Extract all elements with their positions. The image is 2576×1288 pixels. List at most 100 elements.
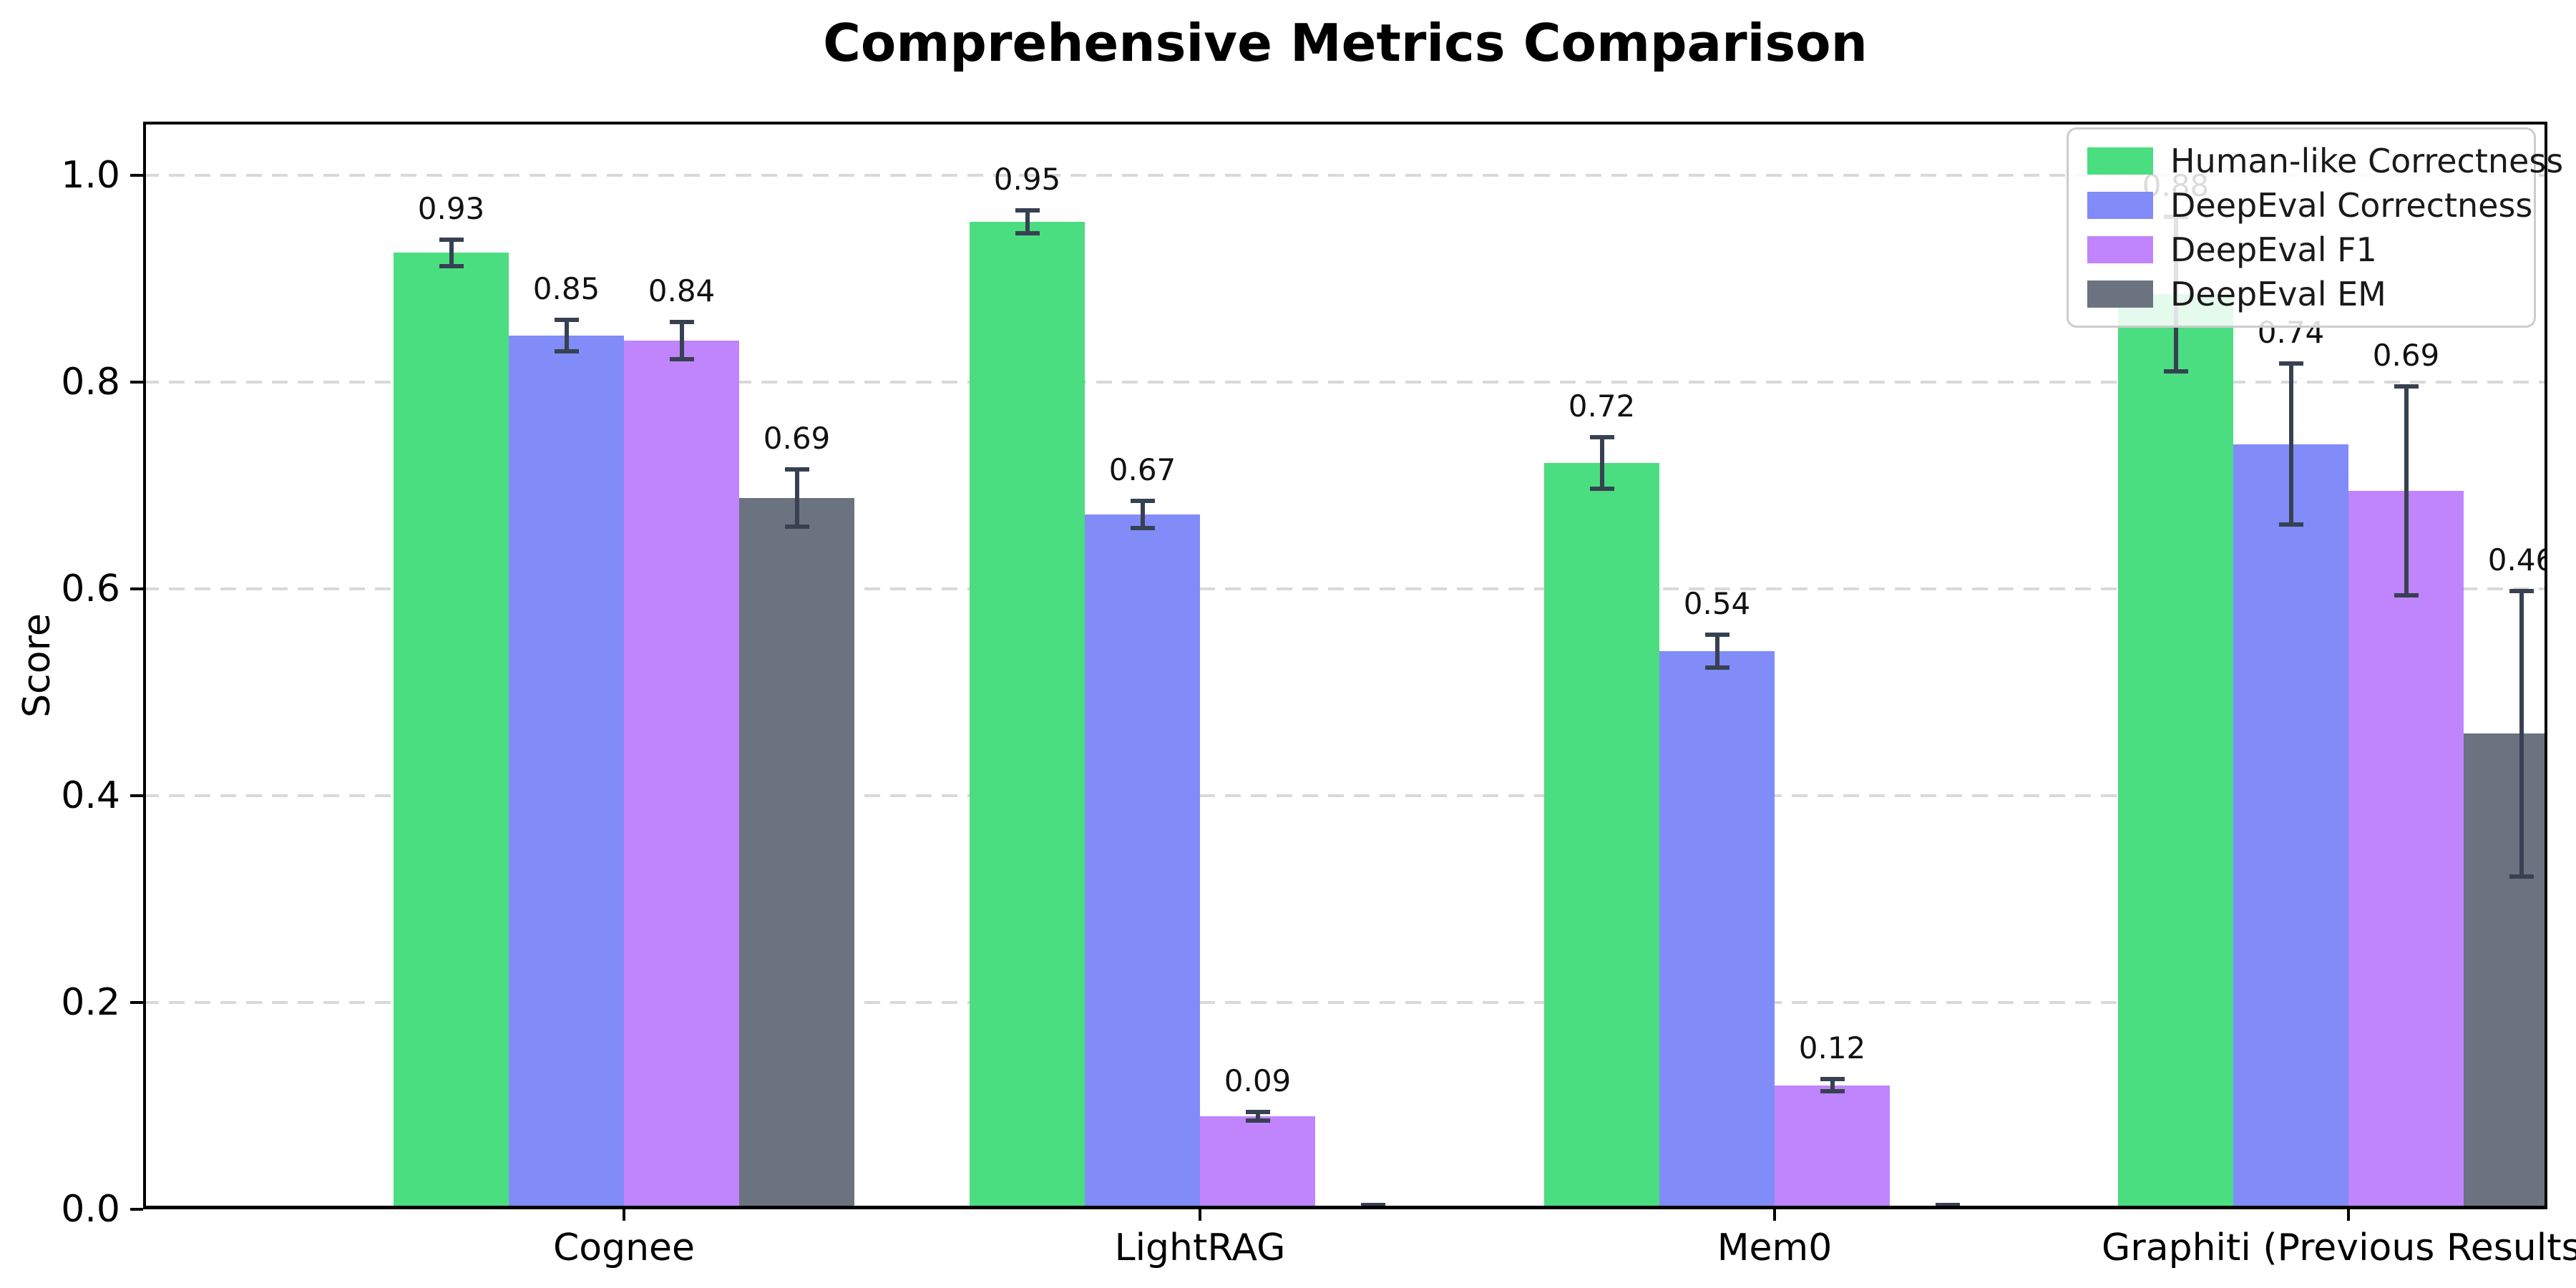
bar — [624, 341, 739, 1209]
error-bar-cap-top — [2278, 361, 2303, 366]
error-bar-line — [794, 467, 799, 530]
error-bar-line — [1599, 434, 1604, 491]
error-bar-line — [2288, 361, 2293, 527]
error-bar — [2509, 589, 2534, 879]
plot-spine-top — [143, 122, 2547, 125]
bar-value-label: 0.93 — [417, 190, 485, 226]
plot-spine-bottom — [143, 1206, 2547, 1209]
error-bar — [1130, 499, 1155, 530]
error-bar-cap-top — [2394, 384, 2419, 389]
bar — [394, 253, 509, 1209]
error-bar — [1820, 1077, 1845, 1094]
error-bar-cap-bottom — [2509, 874, 2534, 879]
y-tick-label: 1.0 — [61, 154, 120, 197]
gridline — [143, 587, 2547, 590]
legend-label: Human-like Correctness — [2170, 142, 2564, 180]
error-bar — [554, 318, 579, 353]
bar — [739, 497, 854, 1209]
bar — [1775, 1085, 1890, 1209]
x-tick-label: LightRAG — [1114, 1226, 1286, 1269]
x-tick-mark — [1773, 1209, 1776, 1221]
deepeval-correctness-swatch — [2087, 192, 2153, 219]
error-bar-line — [1140, 499, 1145, 530]
error-bar-cap-bottom — [1704, 665, 1729, 670]
error-bar-line — [2404, 384, 2409, 597]
bar — [1085, 514, 1200, 1209]
deepeval-em-swatch — [2087, 280, 2153, 308]
y-tick-mark — [130, 794, 143, 797]
error-bar — [1245, 1110, 1270, 1123]
x-tick-mark — [1199, 1209, 1201, 1221]
bar — [2118, 294, 2233, 1209]
gridline — [143, 794, 2547, 797]
error-bar-cap-top — [1935, 1203, 1960, 1208]
y-tick-label: 0.6 — [61, 567, 120, 610]
error-bar-line — [564, 318, 569, 353]
error-bar-line — [1714, 632, 1719, 670]
error-bar-cap-top — [1015, 208, 1040, 213]
legend-label: DeepEval F1 — [2170, 230, 2377, 269]
bar-value-label: 0.09 — [1224, 1063, 1292, 1099]
error-bar — [1015, 208, 1040, 235]
error-bar — [2278, 361, 2303, 527]
x-tick-mark — [2347, 1209, 2350, 1221]
error-bar-cap-top — [669, 320, 694, 325]
y-tick-label: 0.0 — [61, 1188, 120, 1231]
error-bar-cap-bottom — [2394, 592, 2419, 597]
x-tick-label: Cognee — [552, 1226, 696, 1269]
error-bar-cap-bottom — [2278, 522, 2303, 527]
legend-item: DeepEval F1 — [2087, 230, 2515, 269]
y-tick-label: 0.2 — [61, 981, 120, 1024]
error-bar-cap-top — [2509, 589, 2534, 594]
error-bar-cap-bottom — [1245, 1118, 1270, 1123]
error-bar-line — [679, 320, 684, 362]
error-bar-cap-bottom — [784, 525, 809, 530]
error-bar-cap-top — [1245, 1110, 1270, 1115]
error-bar-line — [449, 237, 454, 269]
error-bar-cap-bottom — [439, 264, 464, 269]
error-bar-cap-bottom — [1589, 486, 1614, 491]
x-tick-label: Graphiti (Previous Results) — [2102, 1226, 2576, 1269]
error-bar-cap-top — [1704, 632, 1729, 637]
y-tick-mark — [130, 587, 143, 590]
bar — [970, 222, 1085, 1209]
bar-value-label: 0.67 — [1108, 452, 1176, 488]
bar-value-label: 0.85 — [532, 271, 600, 307]
bar-value-label: 0.54 — [1683, 585, 1751, 621]
error-bar-cap-top — [784, 467, 809, 472]
bar-value-label: 0.95 — [993, 162, 1061, 197]
y-axis-label: Score — [16, 613, 59, 718]
legend: Human-like Correctness DeepEval Correctne… — [2067, 127, 2563, 328]
legend-label: DeepEval EM — [2170, 275, 2386, 313]
error-bar-cap-top — [1820, 1077, 1845, 1082]
error-bar-cap-top — [439, 237, 464, 242]
error-bar-cap-bottom — [1015, 230, 1040, 235]
bar-value-label: 0.69 — [2372, 337, 2440, 373]
error-bar-cap-bottom — [2163, 369, 2188, 374]
x-tick-label: Mem0 — [1717, 1226, 1833, 1269]
bar-value-label: 0.84 — [648, 273, 716, 309]
plot-spine-right — [2545, 122, 2547, 1209]
error-bar-line — [1255, 1110, 1260, 1123]
bar — [1659, 650, 1775, 1209]
bar — [2233, 444, 2348, 1209]
gridline — [143, 381, 2547, 384]
bar-value-label: 0.72 — [1568, 388, 1636, 424]
error-bar — [669, 320, 694, 362]
error-bar — [2394, 384, 2419, 597]
x-tick-mark — [623, 1209, 625, 1221]
error-bar-cap-bottom — [669, 357, 694, 362]
gridline — [143, 1001, 2547, 1004]
bar-value-label: 0.12 — [1798, 1030, 1866, 1066]
error-bar-cap-top — [1589, 434, 1614, 439]
bar — [1544, 462, 1659, 1209]
y-tick-mark — [130, 1208, 143, 1211]
y-tick-mark — [130, 381, 143, 384]
error-bar-cap-bottom — [1820, 1089, 1845, 1094]
error-bar-cap-top — [1360, 1203, 1385, 1208]
legend-item: DeepEval EM — [2087, 275, 2515, 313]
error-bar — [784, 467, 809, 530]
error-bar-cap-top — [1130, 499, 1155, 504]
bar-value-label: 0.69 — [763, 420, 831, 456]
